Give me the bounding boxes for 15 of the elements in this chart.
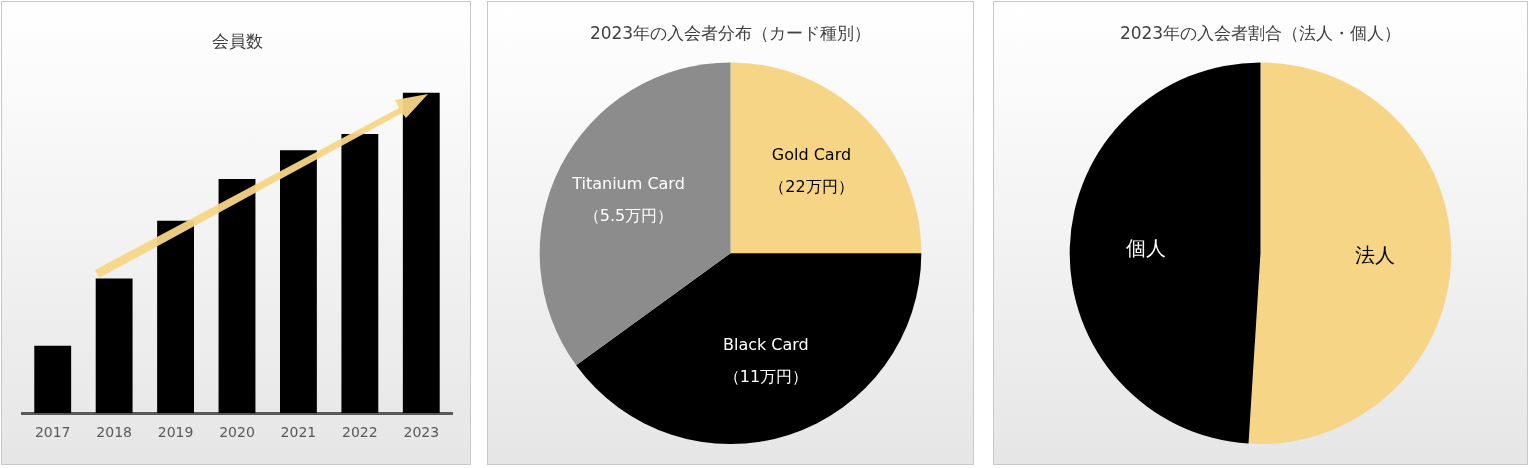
x-tick-label: 2020 — [219, 424, 255, 441]
x-tick-label: 2021 — [280, 424, 317, 441]
chart-title: 2023年の入会者分布（カード種別） — [589, 22, 872, 43]
x-tick-label: 2018 — [96, 424, 132, 441]
slice-label: 個人 — [1126, 235, 1167, 260]
slice-label: Titanium Card （5.5万円） — [571, 174, 685, 226]
chart-title: 2023年の入会者割合（法人・個人） — [1119, 22, 1402, 43]
slice-label: 法人 — [1354, 243, 1395, 267]
x-tick-label: 2019 — [157, 424, 194, 441]
slice-label: Black Card （11万円） — [722, 335, 809, 387]
slice-label: Gold Card （22万円） — [769, 145, 854, 197]
x-tick-label: 2022 — [342, 424, 378, 441]
chart-title: 会員数 — [211, 30, 263, 51]
x-tick-label: 2023 — [403, 424, 440, 441]
x-tick-label: 2017 — [34, 424, 71, 441]
